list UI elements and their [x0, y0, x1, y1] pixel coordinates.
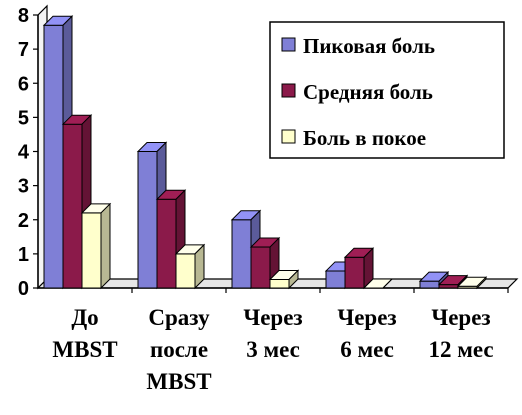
- x-tick-label: 12 мес: [428, 337, 493, 362]
- y-tick-label: 8: [18, 5, 29, 27]
- x-tick-label: MBST: [146, 369, 211, 394]
- legend-swatch-rest: [281, 129, 296, 144]
- legend-label-peak: Пиковая боль: [303, 34, 435, 58]
- legend-swatch-average: [281, 83, 296, 98]
- x-tick-label: 3 мес: [246, 337, 300, 362]
- x-tick-label: Через: [431, 305, 490, 330]
- legend-label-rest: Боль в покое: [303, 126, 426, 150]
- y-tick-label: 1: [18, 244, 29, 266]
- x-tick-label: Через: [337, 305, 396, 330]
- legend-label-average: Средняя боль: [303, 80, 433, 104]
- y-tick-label: 5: [18, 107, 29, 129]
- x-axis-ticks: До MBST Сразу после MBST Через 3 мес Через 6 мес…: [52, 305, 493, 394]
- y-tick-label: 3: [18, 176, 29, 198]
- legend-swatch-peak: [281, 37, 296, 52]
- x-tick-label: Через: [243, 305, 302, 330]
- bar-rest: [80, 202, 112, 290]
- y-tick-label: 7: [18, 39, 29, 61]
- x-tick-label: До: [71, 305, 98, 330]
- bar-rest: [268, 269, 300, 290]
- x-tick-label: MBST: [52, 337, 117, 362]
- x-tick-label: Сразу: [148, 305, 210, 330]
- legend: Пиковая боль Средняя боль Боль в покое: [269, 21, 505, 159]
- y-tick-label: 2: [18, 210, 29, 232]
- bar-rest: [456, 276, 488, 290]
- legend-box: [269, 21, 505, 159]
- bar-rest: [174, 243, 206, 290]
- x-tick-label: после: [150, 337, 208, 362]
- y-tick-label: 6: [18, 73, 29, 95]
- y-axis-ticks: 0 1 2 3 4 5 6 7 8: [18, 5, 38, 300]
- y-tick-label: 4: [18, 142, 30, 164]
- y-tick-label: 0: [18, 278, 29, 300]
- bar-average: [343, 247, 375, 290]
- bar-rest: [362, 278, 394, 289]
- x-tick-label: 6 мес: [340, 337, 394, 362]
- bars: [42, 15, 509, 293]
